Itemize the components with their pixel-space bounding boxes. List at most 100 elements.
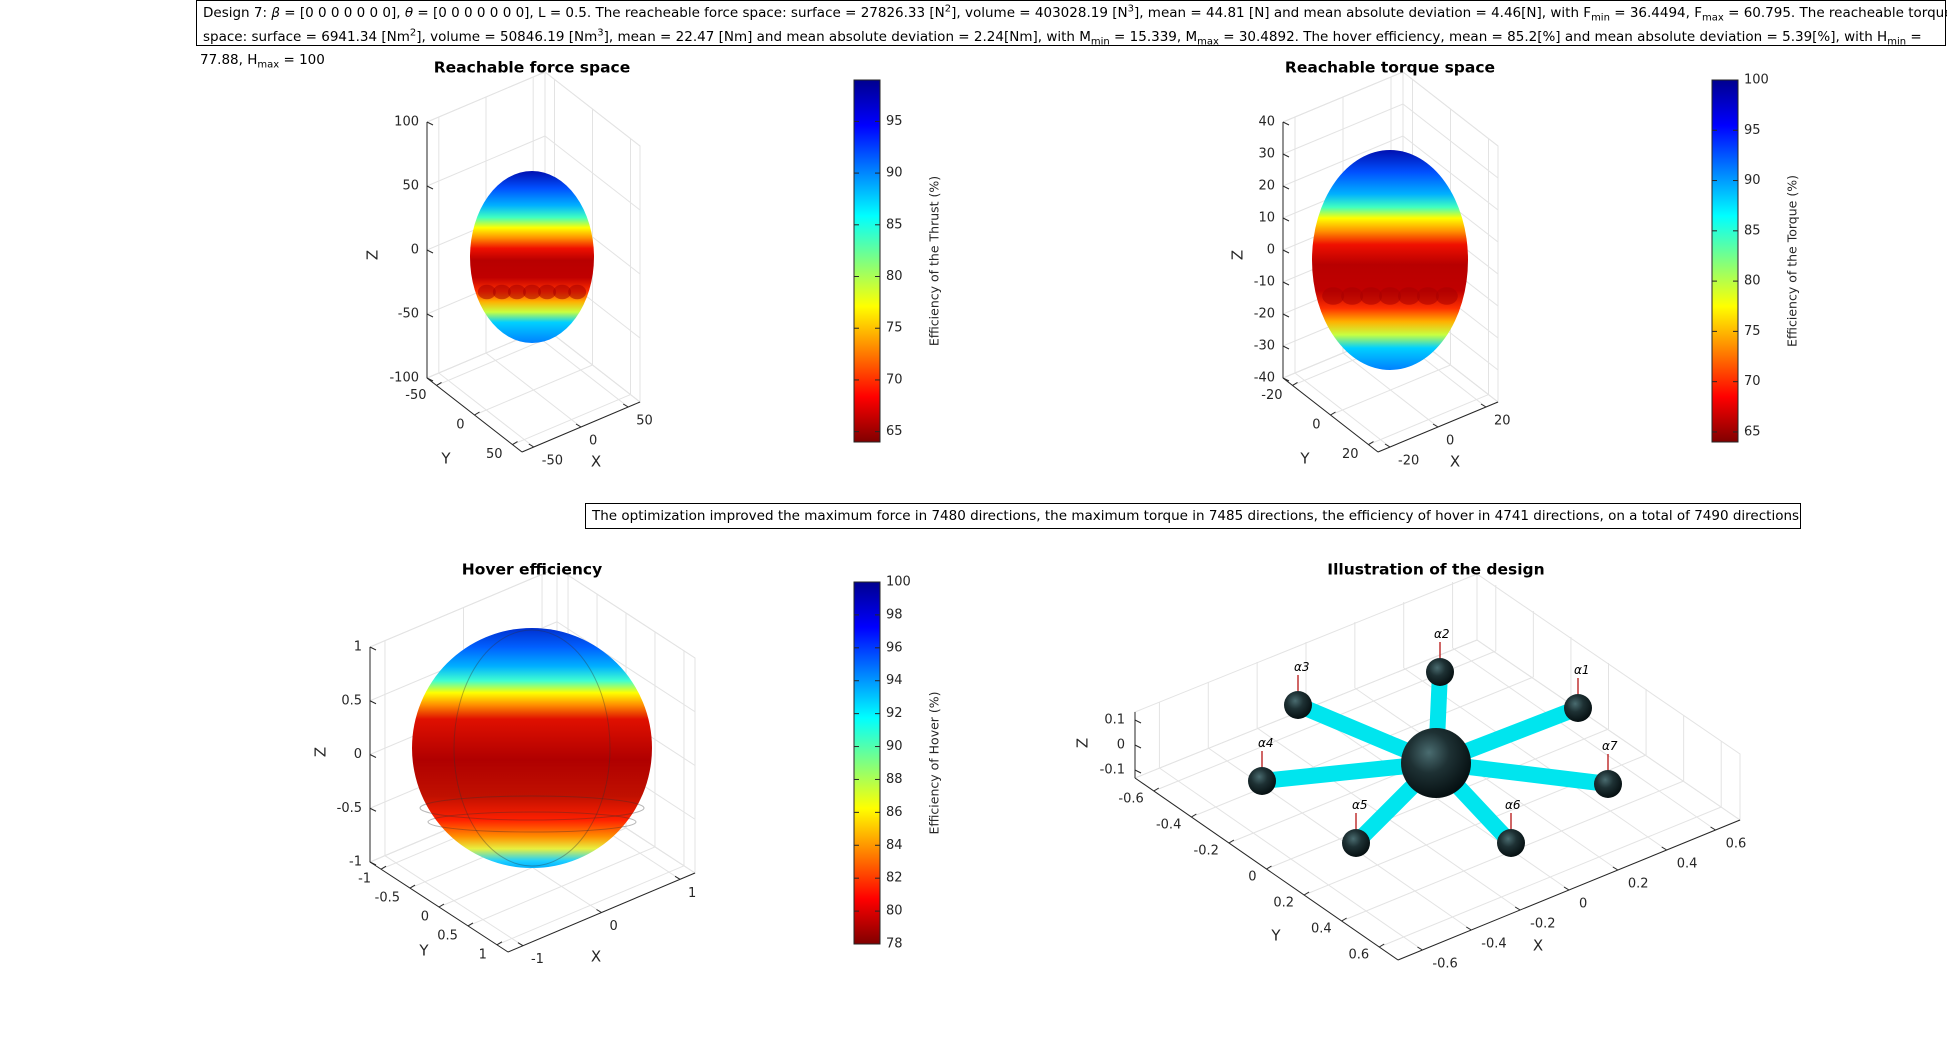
- design-illustration: α1 α2 α3 α4 α5 α6 α7: [1248, 627, 1622, 857]
- z-tick: [369, 700, 377, 705]
- z-tick-label: -0.5: [337, 801, 362, 816]
- x-axis-label: X: [591, 948, 601, 966]
- colorbar-tick-label: 70: [886, 372, 903, 387]
- z-tick: [369, 807, 377, 812]
- z-tick: [1282, 153, 1290, 158]
- surface-facet: [553, 284, 572, 300]
- y-tick: [1292, 381, 1298, 386]
- hover-surface-group: [412, 628, 652, 868]
- grid-line: [1403, 667, 1667, 851]
- header-text: = 60.795. The reacheable torque: [1723, 5, 1947, 21]
- z-tick: [1282, 377, 1290, 382]
- x-tick-label: -0.2: [1530, 917, 1555, 932]
- colorbar-tick-label: 94: [886, 673, 903, 688]
- y-axis-label: Y: [418, 942, 429, 960]
- header-text: = [0 0 0 0 0 0 0], L = 0.5. The reacheab…: [413, 5, 945, 21]
- x-tick: [1384, 443, 1391, 448]
- header-text: = [0 0 0 0 0 0 0],: [279, 5, 405, 21]
- rotor-5: [1342, 829, 1370, 857]
- colorbar-tick-label: 88: [886, 772, 903, 787]
- colorbar-tick-label: 78: [886, 937, 903, 952]
- x-tick: [575, 423, 582, 428]
- header-text: = 15.339, M: [1109, 29, 1198, 45]
- x-tick: [1417, 946, 1423, 951]
- header-text: ], mean = 44.81 [N] and mean absolute de…: [1133, 5, 1592, 21]
- rotor-4: [1248, 767, 1276, 795]
- subscript: min: [1591, 12, 1610, 24]
- y-axis-label: Y: [440, 450, 451, 468]
- y-axis-label: Y: [1299, 450, 1310, 468]
- surface-facet: [523, 284, 541, 300]
- z-tick-label: 0: [354, 747, 362, 762]
- y-tick-label: 0.2: [1273, 896, 1294, 911]
- x-tick: [1466, 926, 1472, 931]
- y-tick-label: -1: [358, 872, 371, 887]
- beta-symbol: β: [271, 5, 280, 21]
- colorbar-tick-label: 90: [886, 739, 903, 754]
- x-tick: [1514, 906, 1521, 911]
- header-line-2: space: surface = 6941.34 [Nm2], volume =…: [203, 25, 1939, 49]
- x-tick: [596, 909, 602, 913]
- header-text: ], volume = 403028.19 [N: [951, 5, 1128, 21]
- x-tick-label: 0: [1446, 434, 1454, 449]
- rotor-label: α5: [1352, 798, 1368, 812]
- z-tick-label: 20: [1258, 179, 1275, 194]
- z-tick: [369, 861, 377, 866]
- grid-line: [496, 865, 685, 946]
- z-tick: [369, 754, 377, 758]
- x-tick-label: -0.4: [1481, 937, 1506, 952]
- z-tick: [1134, 769, 1142, 774]
- z-tick-label: 30: [1258, 147, 1275, 162]
- surface-facet: [1435, 287, 1458, 305]
- optimization-note-text: The optimization improved the maximum fo…: [592, 508, 1800, 524]
- colorbar-tick-label: 86: [886, 805, 903, 820]
- x-tick-label: -50: [542, 454, 563, 469]
- x-axis-label: X: [1533, 937, 1543, 955]
- colorbar-bar: [853, 581, 881, 945]
- y-tick: [1378, 943, 1385, 948]
- subscript: max: [257, 59, 280, 71]
- colorbar-tick-label: 84: [886, 838, 903, 853]
- y-tick: [1228, 839, 1235, 844]
- colorbar-tick-label: 70: [1744, 374, 1761, 389]
- rotor-label: α3: [1294, 660, 1310, 674]
- surface-facet: [568, 284, 587, 300]
- surface-facet: [1360, 287, 1383, 305]
- z-axis-label: Z: [364, 250, 382, 260]
- surface-facet: [1379, 287, 1401, 305]
- x-tick-label: 0.2: [1628, 877, 1649, 892]
- z-tick-label: -40: [1254, 371, 1275, 386]
- surface-facet: [1322, 287, 1345, 305]
- z-tick: [426, 377, 434, 382]
- colorbar-tick-label: 90: [886, 166, 903, 181]
- z-tick-label: 0: [411, 243, 419, 258]
- z-tick: [1134, 719, 1142, 724]
- rotor-6: [1497, 829, 1525, 857]
- colorbar-tick-label: 82: [886, 871, 903, 886]
- grid-line: [1191, 676, 1534, 818]
- z-tick: [1282, 313, 1290, 318]
- z-tick-label: -1: [349, 855, 362, 870]
- surface-facet: [419, 795, 645, 821]
- y-tick-label: -0.6: [1118, 792, 1143, 807]
- z-tick-label: 100: [394, 115, 419, 130]
- y-tick-label: -0.2: [1194, 844, 1219, 859]
- header-info-box: Design 7: β = [0 0 0 0 0 0 0], θ = [0 0 …: [196, 0, 1947, 49]
- colorbar-label: Efficiency of the Thrust (%): [927, 176, 942, 346]
- header-text: = 36.4494, F: [1609, 5, 1702, 21]
- grid-line: [1330, 364, 1451, 416]
- theta-symbol: θ: [404, 5, 414, 21]
- z-tick: [426, 121, 434, 126]
- colorbar-tick-label: 80: [886, 904, 903, 919]
- superscript: 2: [944, 3, 952, 15]
- colorbar-3: 78 80 82 84 86 88 90 92 94 96 98 100 Efficiency of H…: [853, 575, 942, 952]
- y-tick: [1266, 865, 1272, 870]
- z-tick: [426, 185, 434, 190]
- y-tick: [512, 441, 518, 446]
- rotor-1: [1564, 694, 1592, 722]
- subscript: min: [1090, 36, 1110, 48]
- colorbar-bar: [1711, 79, 1739, 443]
- grid-line: [436, 334, 555, 386]
- z-tick: [369, 646, 377, 651]
